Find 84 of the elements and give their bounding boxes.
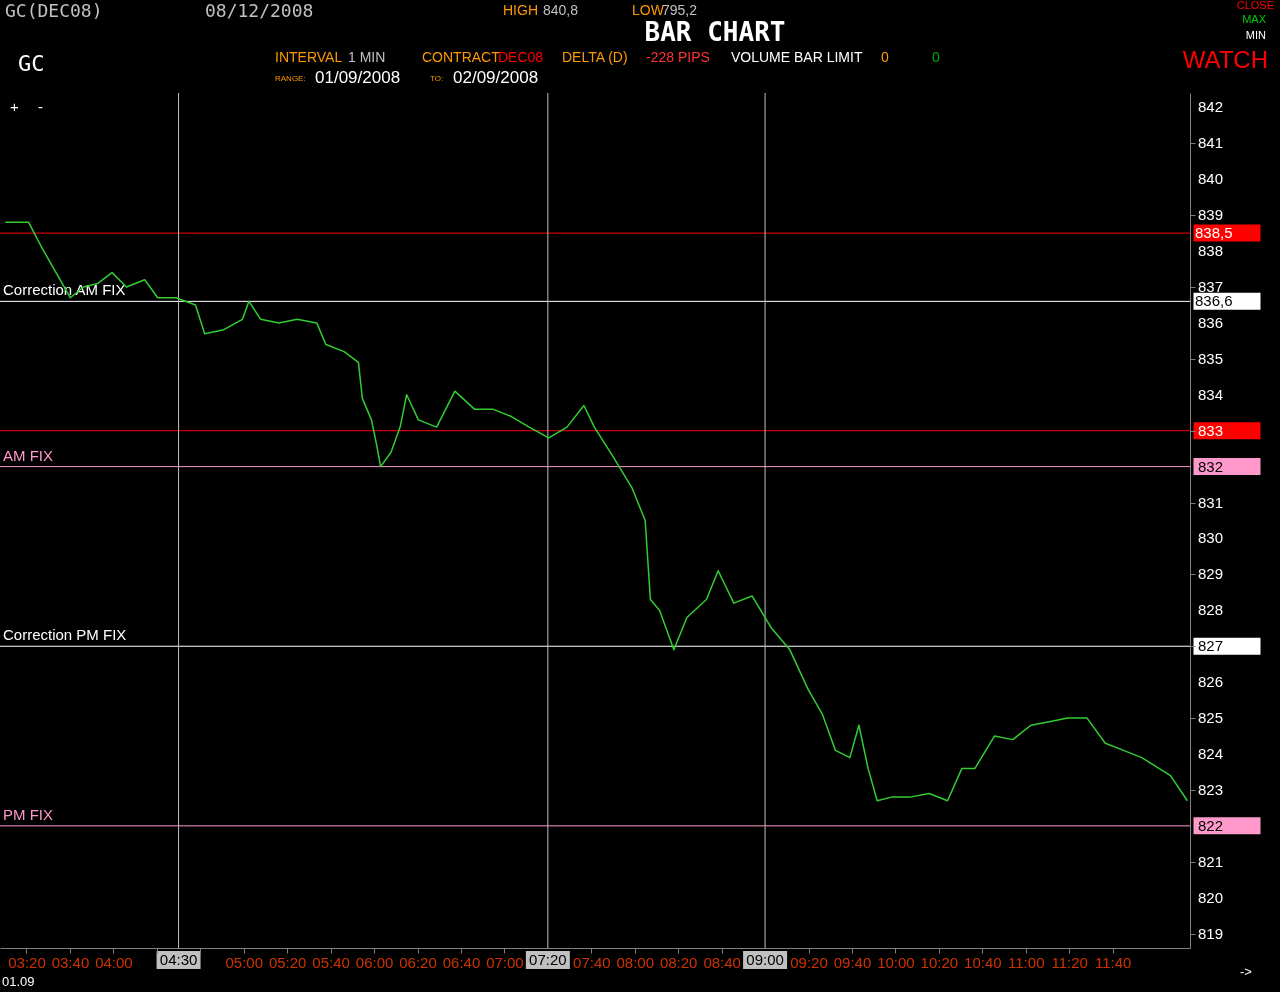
x-tick-label: 08:20 bbox=[659, 953, 698, 971]
text: -228 PIPS bbox=[646, 49, 710, 65]
y-tick-label: 823 bbox=[1198, 780, 1224, 798]
y-tick-label: 830 bbox=[1198, 529, 1224, 547]
x-tick-label: 05:40 bbox=[312, 953, 350, 971]
x-tick-label: 08:00 bbox=[616, 953, 655, 971]
x-tick-label: 11:40 bbox=[1094, 953, 1132, 971]
x-tick-label: 07:00 bbox=[486, 953, 524, 971]
y-tick-label: 827 bbox=[1198, 637, 1224, 655]
x-tick-label: 06:00 bbox=[355, 953, 394, 971]
x-tick-label: 04:00 bbox=[95, 953, 133, 971]
line-series bbox=[4, 221, 1189, 802]
x-tick-label: 05:20 bbox=[268, 953, 307, 971]
text: 08/12/2008 bbox=[205, 0, 314, 21]
x-tick-label: 10:00 bbox=[877, 953, 915, 971]
y-tick-label: 828 bbox=[1198, 601, 1224, 619]
text: DEC08 bbox=[498, 49, 544, 65]
y-tick-label: 820 bbox=[1198, 888, 1224, 906]
text: 01/09/2008 bbox=[315, 68, 401, 87]
y-tick-label: 821 bbox=[1198, 852, 1224, 870]
x-tick-label: 06:20 bbox=[399, 953, 437, 971]
text: HIGH bbox=[503, 2, 538, 18]
y-tick-label: 838 bbox=[1198, 242, 1224, 260]
y-tick-label: 842 bbox=[1198, 98, 1224, 116]
text: MAX bbox=[1242, 13, 1267, 25]
x-tick-label: 11:00 bbox=[1008, 953, 1045, 971]
y-tick-label: 833 bbox=[1198, 421, 1224, 439]
text: 840,8 bbox=[543, 2, 579, 18]
ref-line-label: PM FIX bbox=[3, 805, 54, 823]
y-tick-label: 832 bbox=[1198, 457, 1224, 475]
ref-line-label: AM FIX bbox=[3, 446, 54, 464]
x-tick-label: 07:40 bbox=[573, 953, 611, 971]
text: 1 MIN bbox=[348, 49, 386, 65]
text: 838,5 bbox=[1195, 224, 1233, 241]
x-tick-label: 03:20 bbox=[8, 953, 46, 971]
chart-title: BAR CHART bbox=[644, 17, 786, 47]
text: 02/09/2008 bbox=[453, 68, 539, 87]
ref-line-label: Correction PM FIX bbox=[3, 626, 127, 644]
y-tick-label: 840 bbox=[1198, 170, 1224, 188]
text: 0 bbox=[881, 49, 889, 65]
y-tick-label: 837 bbox=[1198, 277, 1224, 295]
text: LOW bbox=[632, 2, 665, 18]
text: INTERVAL bbox=[275, 49, 343, 65]
x-tick-label: 09:20 bbox=[790, 953, 828, 971]
y-tick-label: 826 bbox=[1198, 673, 1224, 691]
y-tick-label: 819 bbox=[1198, 924, 1224, 942]
y-tick-label: 831 bbox=[1198, 493, 1224, 511]
text: -> bbox=[1240, 964, 1252, 979]
x-tick-label: 06:40 bbox=[442, 953, 481, 971]
y-tick-label: 824 bbox=[1198, 745, 1224, 763]
ref-line-label: 04:30 bbox=[159, 951, 198, 968]
y-tick-label: 829 bbox=[1198, 565, 1224, 583]
text: DELTA (D) bbox=[562, 49, 628, 65]
text: MIN bbox=[1245, 29, 1267, 41]
x-tick-label: 10:20 bbox=[920, 953, 959, 971]
x-tick-label: 10:40 bbox=[964, 953, 1002, 971]
text: 01.09 bbox=[2, 974, 35, 989]
y-tick-label: 836 bbox=[1198, 313, 1224, 331]
text: GC(DEC08) bbox=[5, 0, 103, 21]
x-tick-label: 03:40 bbox=[51, 953, 90, 971]
text: VOLUME BAR LIMIT bbox=[731, 49, 863, 65]
annotation: - bbox=[38, 98, 43, 115]
x-tick-label: 08:40 bbox=[703, 953, 741, 971]
x-tick-label: 05:00 bbox=[225, 953, 264, 971]
y-tick-label: 834 bbox=[1198, 385, 1224, 403]
text: 795,2 bbox=[662, 2, 698, 18]
x-tick-label: 11:20 bbox=[1051, 953, 1088, 971]
annotation: + bbox=[10, 98, 19, 115]
text: GC bbox=[18, 51, 45, 76]
y-tick-label: 835 bbox=[1198, 349, 1224, 367]
y-tick-label: 825 bbox=[1198, 709, 1224, 727]
y-tick-label: 839 bbox=[1198, 206, 1224, 224]
text: RANGE: bbox=[275, 74, 306, 83]
x-tick-label: 09:40 bbox=[833, 953, 872, 971]
text: CLOSE bbox=[1236, 0, 1274, 11]
text: TO: bbox=[430, 74, 444, 83]
y-tick-label: 841 bbox=[1198, 134, 1224, 152]
ref-line-label: 07:20 bbox=[529, 951, 567, 968]
y-tick-label: 822 bbox=[1198, 816, 1224, 834]
text: 0 bbox=[932, 49, 940, 65]
text: 836,6 bbox=[1195, 292, 1233, 309]
text: CONTRACT bbox=[422, 49, 501, 65]
ref-line-label: 09:00 bbox=[746, 951, 784, 968]
text: WATCH bbox=[1182, 46, 1268, 73]
